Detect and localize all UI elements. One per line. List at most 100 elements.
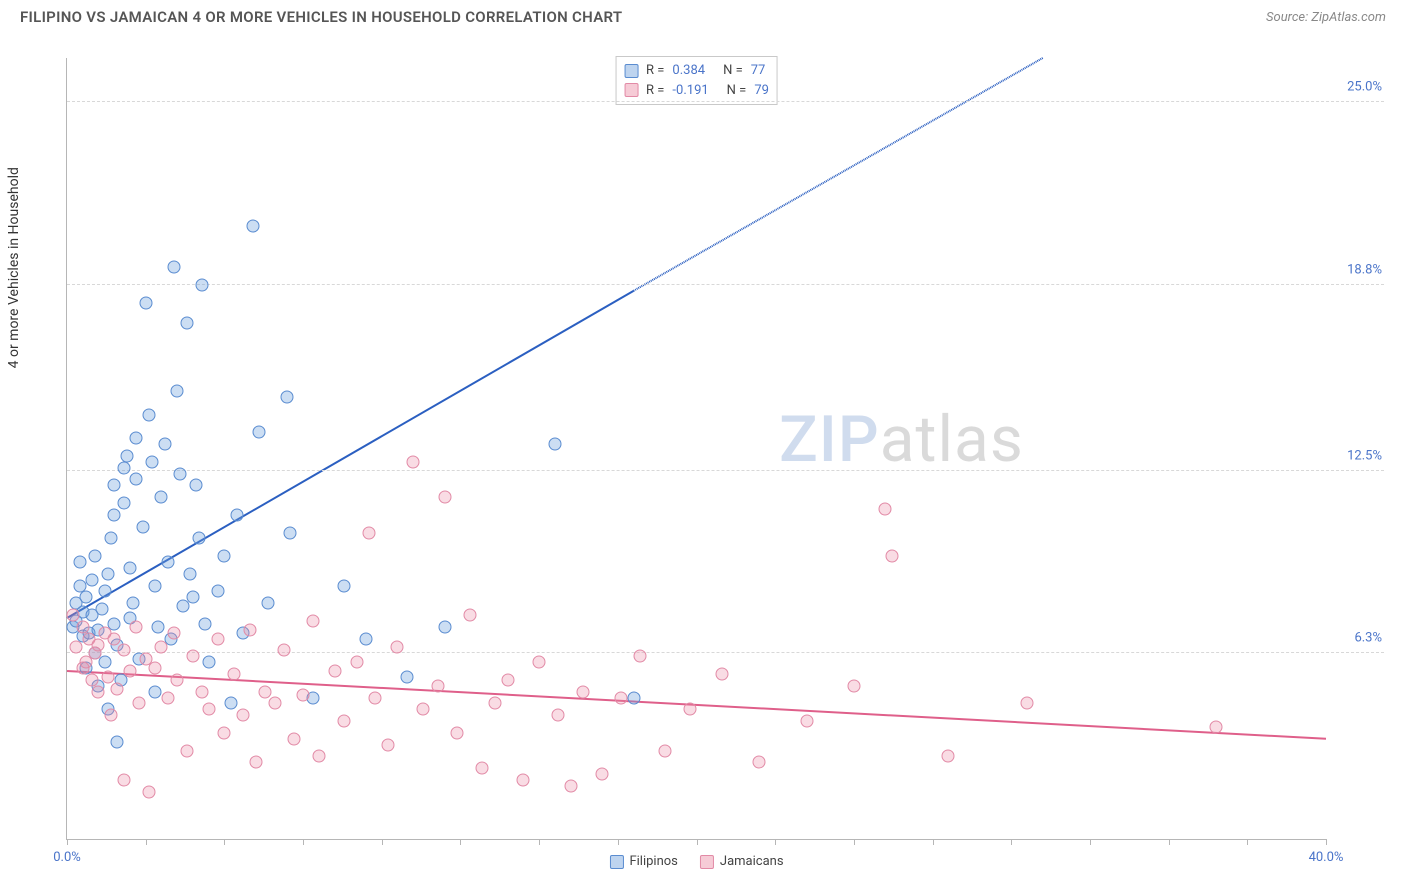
x-tick xyxy=(1247,839,1248,845)
scatter-point xyxy=(149,685,162,698)
scatter-point xyxy=(130,620,143,633)
scatter-point xyxy=(847,679,860,692)
r-label: R = xyxy=(646,81,664,101)
scatter-point xyxy=(297,688,310,701)
scatter-point xyxy=(142,408,155,421)
scatter-point xyxy=(158,438,171,451)
scatter-point xyxy=(218,726,231,739)
r-value-pink: -0.191 xyxy=(672,81,708,101)
scatter-point xyxy=(715,667,728,680)
scatter-point xyxy=(105,532,118,545)
scatter-point xyxy=(548,438,561,451)
scatter-point xyxy=(227,667,240,680)
scatter-point xyxy=(659,744,672,757)
chart-area: 4 or more Vehicles in Household ZIPatlas… xyxy=(20,40,1386,882)
scatter-point xyxy=(101,670,114,683)
scatter-point xyxy=(186,591,199,604)
scatter-point xyxy=(123,561,136,574)
scatter-point xyxy=(633,650,646,663)
scatter-point xyxy=(89,550,102,563)
swatch-blue xyxy=(609,855,623,869)
scatter-point xyxy=(328,665,341,678)
scatter-point xyxy=(564,779,577,792)
scatter-point xyxy=(168,261,181,274)
scatter-point xyxy=(73,555,86,568)
legend-row-jamaicans: R = -0.191 N = 79 xyxy=(624,81,769,101)
chart-title: FILIPINO VS JAMAICAN 4 OR MORE VEHICLES … xyxy=(20,8,622,26)
scatter-point xyxy=(230,508,243,521)
scatter-point xyxy=(432,679,445,692)
scatter-point xyxy=(684,703,697,716)
scatter-point xyxy=(246,220,259,233)
scatter-point xyxy=(212,632,225,645)
scatter-point xyxy=(306,614,319,627)
scatter-point xyxy=(614,691,627,704)
correlation-legend: R = 0.384 N = 77 R = -0.191 N = 79 xyxy=(615,56,778,105)
scatter-point xyxy=(627,691,640,704)
scatter-point xyxy=(391,641,404,654)
r-label: R = xyxy=(646,61,664,81)
scatter-point xyxy=(224,697,237,710)
x-tick xyxy=(618,839,619,845)
swatch-pink xyxy=(700,855,714,869)
y-tick-label: 12.5% xyxy=(1347,448,1382,463)
gridline xyxy=(67,470,1384,471)
scatter-point xyxy=(416,703,429,716)
scatter-point xyxy=(193,532,206,545)
scatter-point xyxy=(145,455,158,468)
scatter-point xyxy=(879,502,892,515)
scatter-point xyxy=(252,426,265,439)
scatter-point xyxy=(501,673,514,686)
n-label: N = xyxy=(723,61,743,81)
scatter-point xyxy=(67,609,80,622)
scatter-point xyxy=(262,597,275,610)
x-tick-label: 0.0% xyxy=(53,850,81,865)
y-axis-label: 4 or more Vehicles in Household xyxy=(6,167,22,368)
scatter-point xyxy=(139,296,152,309)
scatter-point xyxy=(86,573,99,586)
scatter-point xyxy=(337,715,350,728)
scatter-plot: ZIPatlas R = 0.384 N = 77 R = -0.191 N =… xyxy=(66,58,1326,840)
scatter-point xyxy=(149,579,162,592)
scatter-point xyxy=(337,579,350,592)
scatter-point xyxy=(438,620,451,633)
y-tick-label: 25.0% xyxy=(1347,80,1382,95)
scatter-point xyxy=(243,623,256,636)
scatter-point xyxy=(451,726,464,739)
scatter-point xyxy=(1020,697,1033,710)
swatch-pink xyxy=(624,83,638,97)
scatter-point xyxy=(111,682,124,695)
x-tick xyxy=(67,839,68,845)
scatter-point xyxy=(171,673,184,686)
legend-label-jamaicans: Jamaicans xyxy=(720,854,784,869)
x-tick xyxy=(854,839,855,845)
scatter-point xyxy=(117,461,130,474)
gridline xyxy=(67,101,1384,102)
scatter-point xyxy=(108,632,121,645)
scatter-point xyxy=(130,432,143,445)
x-tick xyxy=(460,839,461,845)
scatter-point xyxy=(186,650,199,663)
x-tick xyxy=(1090,839,1091,845)
scatter-point xyxy=(101,567,114,580)
scatter-point xyxy=(268,697,281,710)
scatter-point xyxy=(130,473,143,486)
scatter-point xyxy=(350,656,363,669)
scatter-point xyxy=(800,715,813,728)
scatter-point xyxy=(149,662,162,675)
scatter-point xyxy=(202,703,215,716)
n-value-pink: 79 xyxy=(754,81,769,101)
scatter-point xyxy=(117,497,130,510)
scatter-point xyxy=(161,555,174,568)
scatter-point xyxy=(108,508,121,521)
x-tick xyxy=(697,839,698,845)
y-tick-label: 6.3% xyxy=(1354,631,1382,646)
scatter-point xyxy=(190,479,203,492)
x-tick xyxy=(224,839,225,845)
scatter-point xyxy=(202,656,215,669)
series-legend: Filipinos Jamaicans xyxy=(609,854,783,869)
scatter-point xyxy=(363,526,376,539)
scatter-point xyxy=(312,750,325,763)
legend-label-filipinos: Filipinos xyxy=(629,854,677,869)
x-tick xyxy=(1326,839,1327,845)
